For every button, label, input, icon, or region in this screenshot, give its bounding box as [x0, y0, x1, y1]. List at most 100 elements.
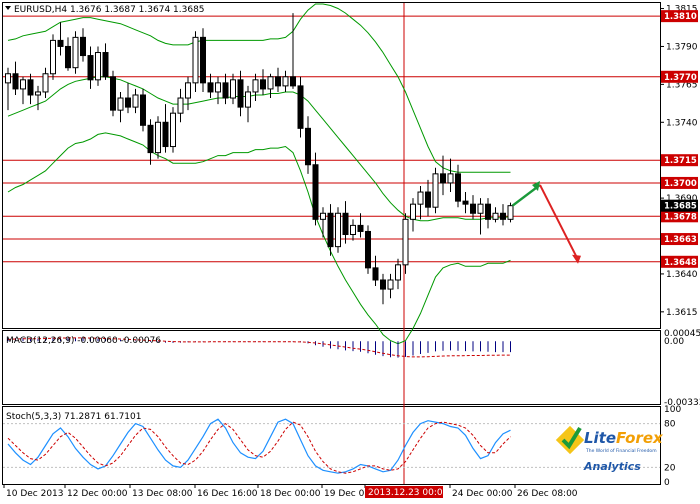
time-tick-label: 16 Dec 16:00 — [197, 489, 258, 499]
candle-bear — [380, 279, 386, 290]
candle-bull — [245, 91, 251, 108]
candle-bear — [147, 124, 154, 154]
candle-bull — [335, 212, 341, 248]
candle-bull — [387, 279, 394, 290]
candle-bull — [252, 79, 259, 93]
dropdown-arrow-icon[interactable] — [5, 6, 11, 10]
price-tick-label: 1.3740 — [666, 118, 698, 128]
level-price-tag-label: 1.3770 — [664, 73, 697, 83]
candle-bull — [507, 205, 514, 220]
brand-name-part2: Forex — [616, 429, 664, 447]
stoch-tick-label: 0 — [664, 478, 670, 488]
svg-text:LiteForex: LiteForex — [584, 429, 664, 447]
candle-bull — [185, 82, 191, 99]
candle-bear — [102, 52, 109, 78]
candle-bear — [237, 79, 244, 108]
stoch-tick-label: 20 — [664, 463, 676, 473]
stoch-tick-label: 100 — [664, 405, 681, 415]
liteforex-check-icon — [555, 425, 585, 455]
brand-logo: LiteForex The World of Financial Freedom… — [555, 425, 664, 473]
stoch-main-line — [7, 418, 511, 474]
macd-tick-label: -0.00333 — [664, 398, 700, 408]
level-price-tag-label: 1.3700 — [664, 179, 697, 189]
macd-tick-label: 0.00 — [664, 337, 684, 347]
candle-bear — [357, 224, 364, 232]
candle-bull — [230, 79, 236, 99]
stoch-pane-header: Stoch(5,3,3) 71.2871 61.7101 — [6, 412, 141, 422]
current-price-tag — [661, 199, 698, 212]
candle-bear — [425, 191, 431, 208]
stoch-series-layer — [3, 418, 660, 474]
candle-bull — [350, 224, 356, 235]
macd-pane — [2, 330, 661, 405]
forecast-up-arrowhead — [532, 180, 540, 191]
time-tick-label: 10 Dec 2013 — [6, 489, 64, 499]
candle-bull — [402, 218, 409, 266]
candle-bull — [395, 264, 401, 281]
candle-bear — [500, 212, 506, 220]
candle-bull — [192, 36, 199, 84]
candle-bear — [65, 45, 71, 69]
time-tick-label: 24 Dec 00:00 — [452, 489, 513, 499]
candle-bull — [132, 94, 139, 108]
candle-bear — [12, 73, 19, 90]
candle-bear — [297, 85, 304, 129]
price-tick-label: 1.3690 — [666, 194, 698, 204]
level-price-tag — [661, 210, 698, 223]
price-tick-label: 1.3640 — [666, 270, 698, 280]
candle-bull — [20, 79, 26, 90]
brand-name-part1: Lite — [584, 429, 616, 447]
candle-bear — [485, 203, 491, 220]
candle-bear — [125, 97, 131, 108]
candle-bear — [222, 82, 229, 99]
candle-bear — [327, 212, 334, 248]
level-price-tag-label: 1.3648 — [664, 258, 697, 268]
candle-bull — [267, 76, 274, 90]
macd-pane-header: MACD(12,26,9) -0.00060 -0.00076 — [6, 336, 161, 346]
candle-bear — [372, 267, 379, 281]
time-tick-label: 18 Dec 00:00 — [260, 489, 321, 499]
price-tick-label: 1.3815 — [666, 5, 698, 15]
candle-bull — [50, 39, 56, 75]
bollinger-lower-band — [7, 132, 511, 345]
current-price-tag-label: 1.3685 — [664, 202, 697, 212]
candle-bull — [42, 73, 49, 93]
candle-bear — [312, 164, 319, 220]
current-time-tag — [365, 486, 443, 498]
forecast-up-arrow — [511, 183, 541, 207]
candle-bull — [155, 121, 161, 154]
price-pane-header: EURUSD,H4 1.3676 1.3687 1.3674 1.3685 — [14, 5, 205, 15]
time-tick-label: 26 Dec 08:00 — [517, 489, 578, 499]
price-axis: 1.3815 1.3790 1.3765 1.3740 1.3690 1.3640 1.36… — [660, 5, 700, 488]
candle-bear — [57, 39, 64, 47]
level-price-tag-label: 1.3810 — [664, 12, 697, 22]
time-tick-label: 13 Dec 08:00 — [132, 489, 193, 499]
candle-bull — [432, 173, 439, 208]
candle-bear — [87, 55, 94, 81]
price-tick-label: 1.3790 — [666, 42, 698, 52]
candle-bull — [417, 191, 424, 205]
candle-bear — [110, 76, 116, 111]
forecast-down-arrowhead — [572, 254, 581, 264]
candle-bear — [200, 36, 206, 84]
current-time-tag-label: 2013.12.23 00:00 — [368, 488, 449, 498]
brand-tagline: The World of Financial Freedom — [585, 448, 657, 454]
level-price-tag-label: 1.3678 — [664, 212, 697, 222]
time-tick-label: 12 Dec 00:00 — [67, 489, 128, 499]
candle-bear — [290, 76, 296, 87]
candle-bear — [365, 230, 371, 269]
macd-series-layer — [7, 337, 511, 358]
bollinger-upper-band — [7, 3, 511, 173]
stoch-signal-line — [7, 421, 511, 474]
candle-bear — [440, 173, 446, 184]
price-series-layer — [3, 3, 660, 484]
candle-bull — [177, 97, 184, 114]
candle-bear — [140, 94, 146, 126]
candle-bear — [162, 121, 169, 148]
level-price-tag — [661, 255, 698, 268]
level-price-tag — [661, 233, 698, 246]
stoch-tick-label: 80 — [664, 420, 676, 430]
price-pane — [2, 2, 661, 329]
